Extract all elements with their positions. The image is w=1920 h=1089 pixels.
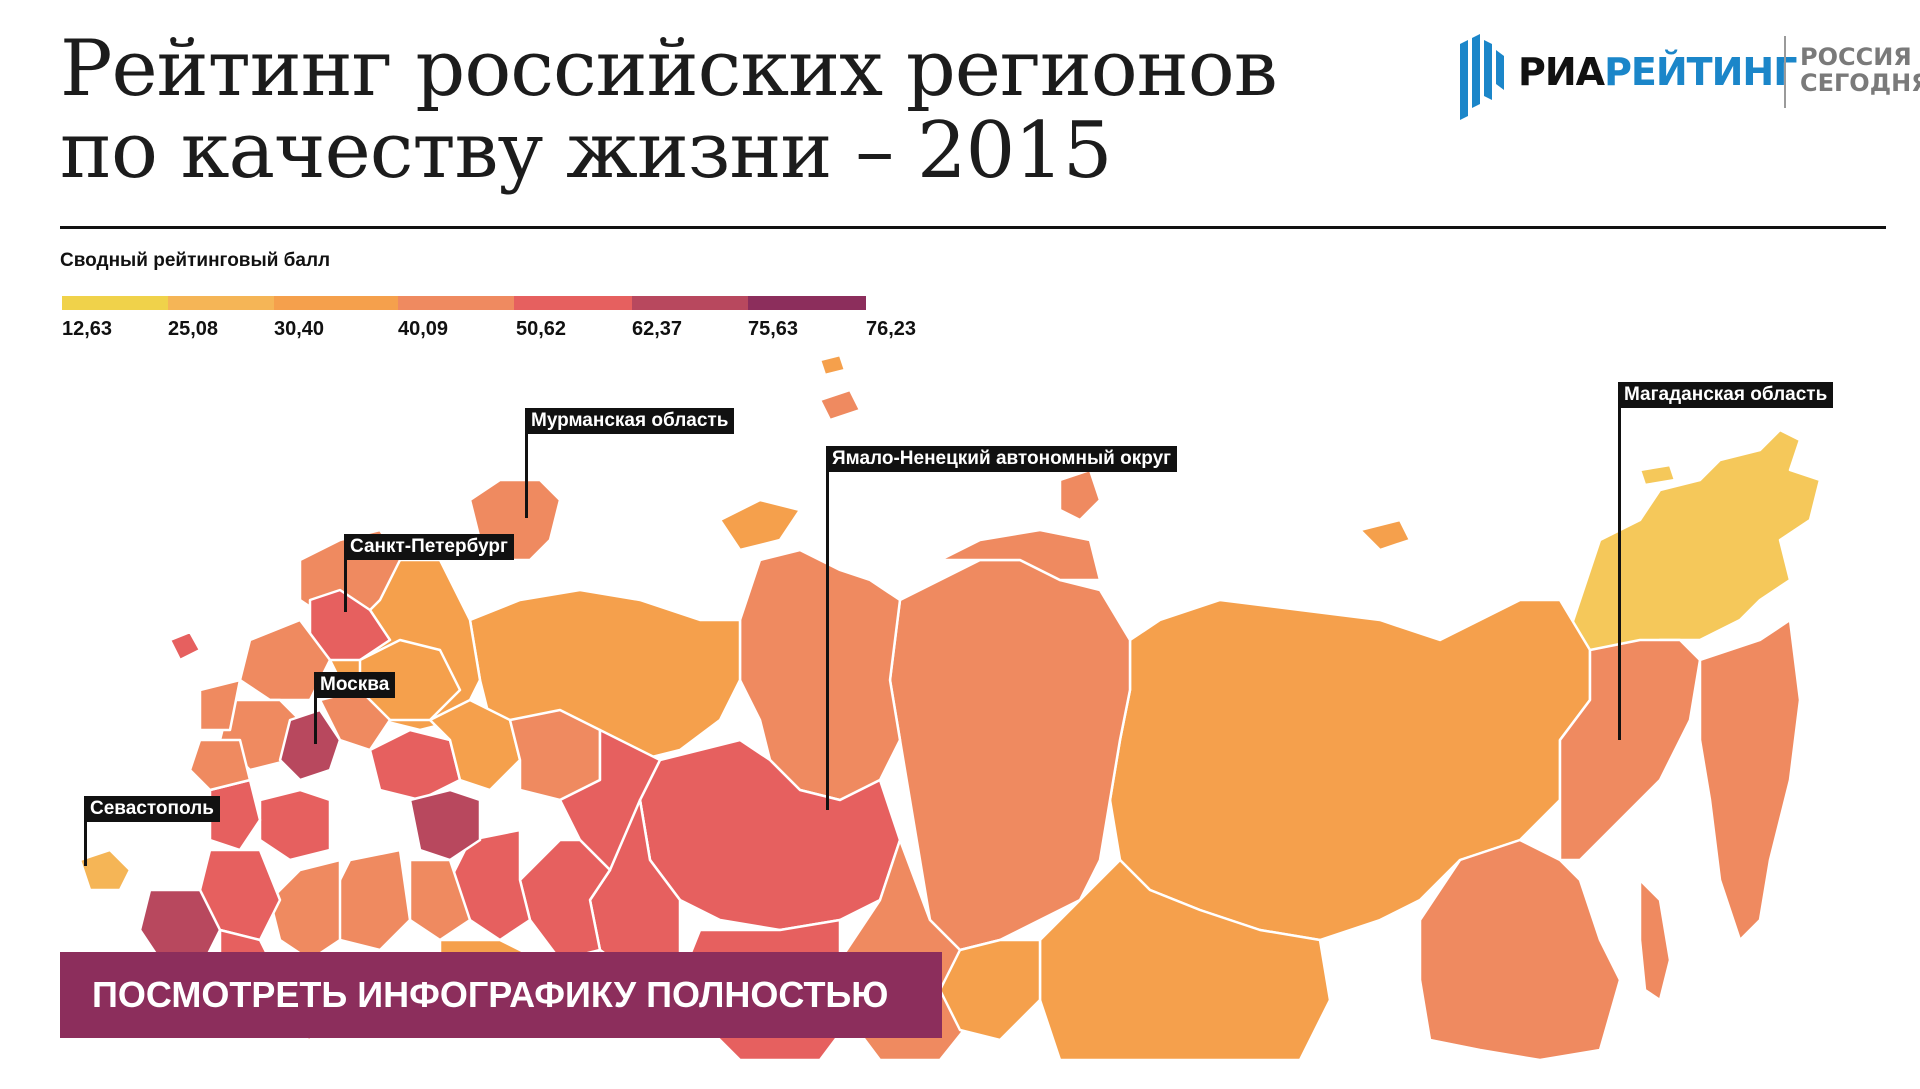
legend-tick: 75,63 <box>748 318 799 340</box>
region-taimyr <box>938 528 1102 582</box>
logo-sub-brand: РОССИЯ СЕГОДНЯ <box>1800 44 1920 96</box>
legend-tick: 50,62 <box>516 318 567 340</box>
legend-tick-labels: 12,63 25,08 30,40 40,09 50,62 62,37 75,6… <box>0 318 1000 348</box>
legend-tick: 76,23 <box>866 318 917 340</box>
region-khabarovsk <box>1418 838 1622 1062</box>
region-samara <box>408 858 472 942</box>
ria-logo-icon <box>1460 34 1504 120</box>
legend-segment <box>62 296 168 310</box>
region-saratov <box>328 848 412 952</box>
legend-segment <box>748 296 866 310</box>
region-svalbard <box>818 353 847 377</box>
legend-color-scale <box>62 296 866 310</box>
region-sakhalin <box>1638 878 1672 1002</box>
legend-segment <box>632 296 748 310</box>
callout-murmansk-leader <box>525 432 528 518</box>
legend-segment <box>398 296 514 310</box>
legend-tick: 12,63 <box>62 318 113 340</box>
callout-sevastopol-leader <box>84 820 87 866</box>
callout-magadan-leader <box>1618 406 1621 740</box>
logo-sub-line-2: СЕГОДНЯ <box>1800 69 1920 97</box>
legend-tick: 30,40 <box>274 318 325 340</box>
callout-murmansk: Мурманская область <box>525 408 735 434</box>
region-kirov <box>428 698 522 792</box>
region-nizhny <box>368 728 462 802</box>
region-new-siberian <box>1358 518 1412 552</box>
callout-magadan: Магаданская область <box>1618 382 1834 408</box>
callout-moscow-leader <box>314 696 317 744</box>
region-altai <box>938 938 1042 1042</box>
logo-wordmark: РИАРЕЙТИНГ <box>1518 50 1797 94</box>
page-title: Рейтинг российских регионов по качеству … <box>60 24 1278 196</box>
logo-sub-line-1: РОССИЯ <box>1800 43 1912 71</box>
callout-sevastopol: Севастополь <box>84 796 220 822</box>
title-line-2: по качеству жизни – 2015 <box>60 106 1113 196</box>
legend-tick: 40,09 <box>398 318 449 340</box>
legend-tick: 25,08 <box>168 318 219 340</box>
view-full-infographic-button[interactable]: ПОСМОТРЕТЬ ИНФОГРАФИКУ ПОЛНОСТЬЮ <box>60 952 942 1038</box>
legend-segment <box>514 296 632 310</box>
region-voronezh <box>258 788 332 862</box>
region-franz-josef <box>818 388 862 422</box>
region-magadan <box>1558 638 1702 862</box>
legend-segment <box>274 296 398 310</box>
title-line-1: Рейтинг российских регионов <box>60 24 1278 114</box>
logo-wordmark-part1: РИА <box>1518 50 1605 94</box>
callout-yamal: Ямало-Ненецкий автономный округ <box>826 446 1178 472</box>
legend-segment <box>168 296 274 310</box>
region-smolensk <box>198 678 242 732</box>
legend-tick: 62,37 <box>632 318 683 340</box>
region-kamchatka <box>1698 618 1802 942</box>
region-tatarstan <box>408 788 482 862</box>
callout-moscow: Москва <box>314 672 396 698</box>
view-full-infographic-label: ПОСМОТРЕТЬ ИНФОГРАФИКУ ПОЛНОСТЬЮ <box>92 974 889 1015</box>
logo-wordmark-part2: РЕЙТИНГ <box>1604 50 1797 94</box>
ria-rating-logo[interactable]: РИАРЕЙТИНГ РОССИЯ СЕГОДНЯ <box>1458 30 1920 122</box>
region-severnaya-zemlya <box>1058 468 1102 522</box>
region-moscow <box>278 708 342 782</box>
callout-yamal-leader <box>826 470 829 810</box>
region-kaliningrad <box>168 630 202 662</box>
callout-spb: Санкт-Петербург <box>344 534 514 560</box>
region-volgograd <box>268 858 342 962</box>
region-kursk <box>188 738 252 792</box>
region-crimea <box>78 848 132 892</box>
region-novaya-zemlya <box>718 498 802 552</box>
region-wrangel <box>1638 463 1677 487</box>
header-divider <box>60 226 1886 229</box>
legend-title: Сводный рейтинговый балл <box>60 250 331 271</box>
logo-divider <box>1784 36 1786 108</box>
callout-spb-leader <box>344 558 347 612</box>
